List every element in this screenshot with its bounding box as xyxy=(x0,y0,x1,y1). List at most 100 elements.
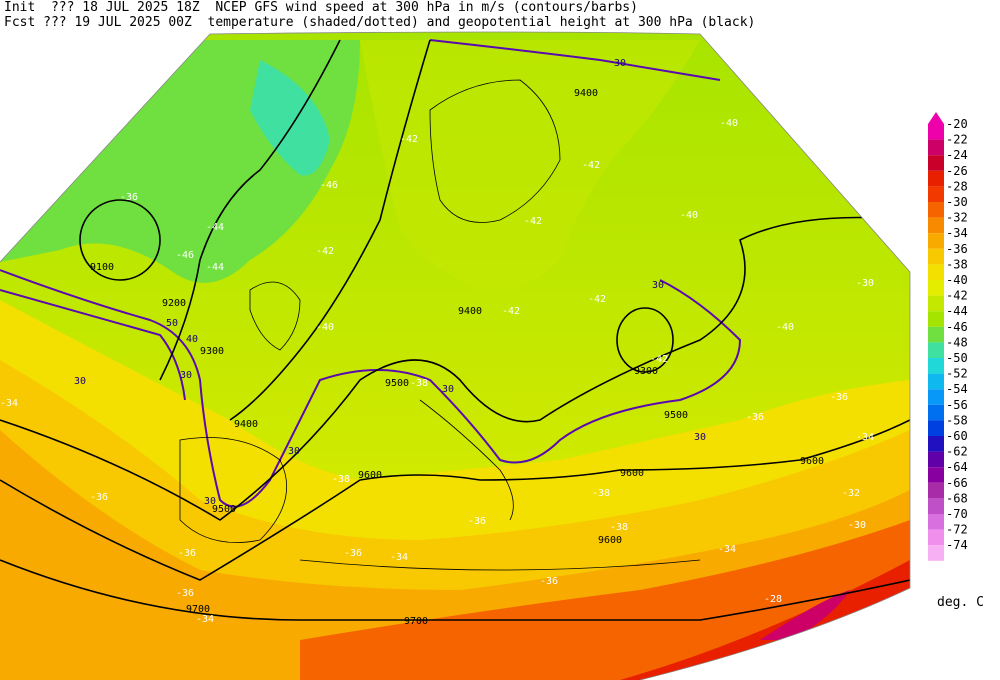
legend-swatch xyxy=(928,389,944,405)
legend-swatch xyxy=(928,420,944,436)
temp-label: -34 xyxy=(196,614,214,625)
temp-label: -28 xyxy=(764,594,782,605)
temp-label: -36 xyxy=(468,516,486,527)
height-label: 9500 xyxy=(664,410,688,421)
wind-speed-label: 30 xyxy=(614,58,626,69)
height-label: 9600 xyxy=(598,535,622,546)
height-contour-9500 xyxy=(0,216,910,521)
wind-speed-label: 30 xyxy=(694,432,706,443)
height-label: 9500 xyxy=(212,504,236,515)
height-label: 9600 xyxy=(620,468,644,479)
temp-label: -36 xyxy=(178,548,196,559)
legend-swatch xyxy=(928,373,944,390)
cool-air-scandinavia xyxy=(360,40,700,292)
legend-level-label: -20 xyxy=(946,117,968,131)
weather-map: 9400 9100 9200 9300 9400 9500 9600 9500 … xyxy=(0,31,911,680)
legend-level-label: -62 xyxy=(946,445,968,459)
hot-spot xyxy=(760,590,850,640)
temp-label: -46 xyxy=(176,250,194,261)
temp-label: -42 xyxy=(524,216,542,227)
temp-label: -34 xyxy=(856,432,874,443)
height-label: 9700 xyxy=(404,616,428,627)
legend-level-label: -58 xyxy=(946,413,968,427)
height-label: 9600 xyxy=(800,456,824,467)
temp-label: -42 xyxy=(588,294,606,305)
temp-label: -46 xyxy=(320,180,338,191)
height-contour-9600 xyxy=(0,419,910,581)
wind-speed-label: 30 xyxy=(204,496,216,507)
jet-contour-40 xyxy=(0,289,186,401)
legend-level-label: -56 xyxy=(946,398,968,412)
height-label: 9700 xyxy=(186,604,210,615)
temp-label: -32 xyxy=(842,488,860,499)
height-label: 9500 xyxy=(385,378,409,389)
height-label: 9200 xyxy=(162,298,186,309)
temp-label: -36 xyxy=(830,392,848,403)
map-border xyxy=(0,31,911,680)
height-label: 9600 xyxy=(358,470,382,481)
legend-swatch xyxy=(928,498,944,514)
height-contour-9400 xyxy=(229,39,431,421)
legend-swatch xyxy=(928,436,944,452)
legend-level-label: -46 xyxy=(946,320,968,334)
legend-level-label: -48 xyxy=(946,335,968,349)
legend-swatch xyxy=(928,514,944,530)
legend-level-label: -74 xyxy=(946,538,968,552)
legend-swatch xyxy=(928,217,944,234)
legend-level-label: -54 xyxy=(946,382,968,396)
legend-swatch xyxy=(928,358,944,374)
legend-level-label: -66 xyxy=(946,476,968,490)
temp-label: -40 xyxy=(776,322,794,333)
wind-speed-label: 30 xyxy=(74,376,86,387)
height-label: 9400 xyxy=(234,419,258,430)
legend-level-label: -34 xyxy=(946,226,968,240)
legend-level-label: -24 xyxy=(946,148,968,162)
temp-label: -30 xyxy=(856,278,874,289)
coldest-air-atlantic xyxy=(250,60,330,176)
coastline-britain xyxy=(249,281,301,351)
height-label: 9400 xyxy=(574,88,598,99)
legend-swatch xyxy=(928,342,944,358)
wind-speed-label: 30 xyxy=(180,370,192,381)
legend-swatch xyxy=(928,155,944,171)
legend-swatch xyxy=(928,233,944,249)
legend-level-label: -40 xyxy=(946,273,968,287)
temp-label: -42 xyxy=(316,246,334,257)
legend-swatch xyxy=(928,451,944,468)
legend-level-label: -22 xyxy=(946,133,968,147)
legend-level-label: -60 xyxy=(946,429,968,443)
wind-speed-label: 40 xyxy=(186,334,198,345)
temp-label: -40 xyxy=(316,322,334,333)
temp-label: -36 xyxy=(90,492,108,503)
legend-level-label: -50 xyxy=(946,351,968,365)
legend-level-label: -70 xyxy=(946,507,968,521)
legend-swatch xyxy=(928,326,944,343)
legend-swatch xyxy=(928,186,944,202)
legend-level-label: -42 xyxy=(946,289,968,303)
temp-label: -42 xyxy=(502,306,520,317)
height-label: 9300 xyxy=(200,346,224,357)
temp-label: -42 xyxy=(400,134,418,145)
temp-label: -38 xyxy=(410,378,428,389)
coastline-iberia xyxy=(179,437,287,543)
legend-swatch xyxy=(928,202,944,218)
legend-swatch xyxy=(928,545,944,561)
legend-swatch xyxy=(928,170,944,187)
temp-label: -42 xyxy=(650,354,668,365)
coastline-italy xyxy=(419,399,514,521)
temp-label: -34 xyxy=(0,398,18,409)
legend-swatch xyxy=(928,264,944,280)
coastline-north-africa xyxy=(299,559,701,571)
legend-level-label: -26 xyxy=(946,164,968,178)
temp-label: -36 xyxy=(176,588,194,599)
legend-level-label: -52 xyxy=(946,367,968,381)
wind-speed-label: 30 xyxy=(652,280,664,291)
temp-label: -36 xyxy=(344,548,362,559)
legend-swatch xyxy=(928,482,944,499)
temperature-legend: -20 -22-24 -26-28 -30 -32-34 -36-38 -40 -42-44 -… xyxy=(928,112,968,561)
legend-unit: deg. C xyxy=(937,595,984,610)
wind-speed-label: 30 xyxy=(288,446,300,457)
legend-level-label: -44 xyxy=(946,304,968,318)
temp-label: -36 xyxy=(540,576,558,587)
legend-swatch xyxy=(928,529,944,546)
